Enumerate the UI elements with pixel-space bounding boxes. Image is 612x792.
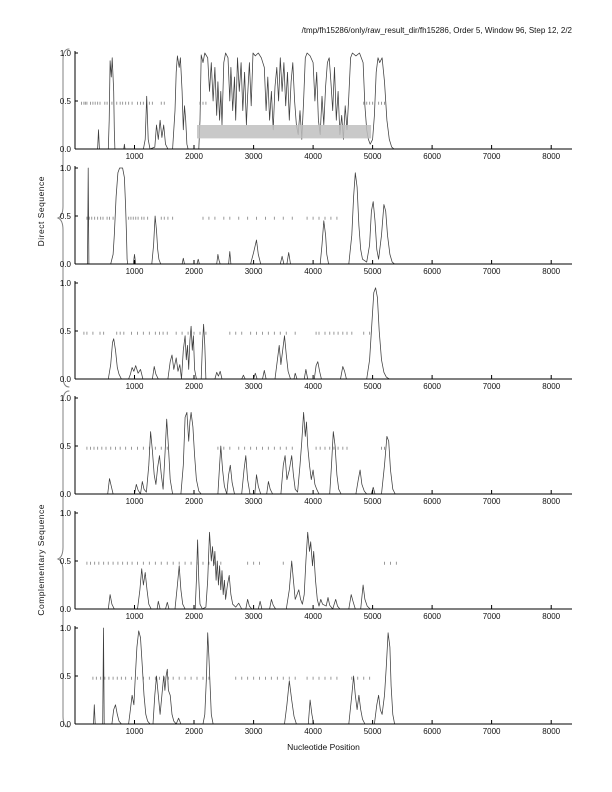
y-tick-label: 0.5 [60,557,72,566]
x-tick-label: 6000 [423,612,441,621]
x-tick-label: 2000 [185,727,203,736]
probability-curve [75,531,572,610]
x-tick-label: 1000 [126,497,144,506]
x-tick-label: 6000 [423,497,441,506]
x-tick-label: 3000 [245,612,263,621]
y-tick-label: 0.0 [60,490,72,499]
x-tick-label: 5000 [364,612,382,621]
x-tick-label: 3000 [245,267,263,276]
x-tick-label: 2000 [185,152,203,161]
x-tick-label: 6000 [423,152,441,161]
y-tick-label: 0.5 [60,442,72,451]
y-tick-label: 0.0 [60,605,72,614]
y-tick-label: 0.5 [60,327,72,336]
x-tick-label: 4000 [304,727,322,736]
x-tick-label: 7000 [483,382,501,391]
x-tick-label: 1000 [126,152,144,161]
x-tick-label: 1000 [126,727,144,736]
x-tick-label: 4000 [304,382,322,391]
x-tick-label: 6000 [423,382,441,391]
direct-sequence-brace-icon [56,48,70,388]
y-tick-label: 0.0 [60,260,72,269]
x-tick-label: 2000 [185,267,203,276]
prediction-region-bar [197,125,372,139]
y-tick-label: 0.0 [60,375,72,384]
y-tick-label: 1.0 [60,279,72,288]
panel-complementary-frame-3: 1000 2000 3000 4000 5000 6000 7000 8000 0.0 0.5 1.… [60,624,572,736]
x-tick-label: 1000 [126,382,144,391]
panel-direct-frame-2: 1000 2000 3000 4000 5000 6000 7000 8000 0.0 0.5 1.… [60,164,572,276]
y-tick-label: 0.5 [60,97,72,106]
probability-curve [75,167,572,265]
x-tick-label: 2000 [185,382,203,391]
panel-complementary-frame-2: 1000 2000 3000 4000 5000 6000 7000 8000 0.0 0.5 1.… [60,509,572,621]
x-tick-label: 1000 [126,612,144,621]
x-tick-label: 3000 [245,497,263,506]
x-tick-label: 5000 [364,382,382,391]
x-tick-label: 4000 [304,152,322,161]
x-tick-label: 4000 [304,612,322,621]
x-tick-label: 8000 [542,612,560,621]
x-tick-label: 5000 [364,267,382,276]
x-axis-title: Nucleotide Position [287,742,360,752]
y-tick-label: 0.5 [60,212,72,221]
x-tick-label: 7000 [483,267,501,276]
x-tick-label: 3000 [245,382,263,391]
y-tick-label: 1.0 [60,394,72,403]
probability-curve [75,627,572,725]
panel-complementary-frame-1: 1000 2000 3000 4000 5000 6000 7000 8000 0.0 0.5 1.… [60,394,572,506]
x-tick-label: 3000 [245,727,263,736]
y-tick-label: 0.0 [60,720,72,729]
y-tick-label: 1.0 [60,49,72,58]
y-tick-label: 1.0 [60,624,72,633]
x-tick-label: 8000 [542,727,560,736]
panel-direct-frame-1: 1000 2000 3000 4000 5000 6000 7000 8000 0.0 0.5 1.… [60,49,572,161]
panel-direct-frame-3: 1000 2000 3000 4000 5000 6000 7000 8000 0.0 0.5 1.… [60,279,572,391]
x-tick-label: 7000 [483,497,501,506]
x-tick-label: 7000 [483,727,501,736]
x-tick-label: 5000 [364,727,382,736]
x-tick-label: 3000 [245,152,263,161]
y-tick-label: 0.5 [60,672,72,681]
x-tick-label: 4000 [304,267,322,276]
x-tick-label: 2000 [185,612,203,621]
x-tick-label: 5000 [364,152,382,161]
x-tick-label: 7000 [483,612,501,621]
complementary-sequence-brace-icon [56,390,70,728]
x-tick-label: 7000 [483,152,501,161]
x-tick-label: 1000 [126,267,144,276]
x-tick-label: 8000 [542,267,560,276]
probability-curve [75,412,572,495]
x-tick-label: 4000 [304,497,322,506]
x-tick-label: 8000 [542,152,560,161]
x-tick-label: 2000 [185,497,203,506]
y-tick-label: 0.0 [60,145,72,154]
y-tick-label: 1.0 [60,509,72,518]
x-tick-label: 8000 [542,382,560,391]
x-tick-label: 5000 [364,497,382,506]
plot-title: /tmp/fh15286/only/raw_result_dir/fh15286… [301,26,572,35]
x-tick-label: 6000 [423,727,441,736]
y-tick-label: 1.0 [60,164,72,173]
x-tick-label: 8000 [542,497,560,506]
x-tick-label: 6000 [423,267,441,276]
